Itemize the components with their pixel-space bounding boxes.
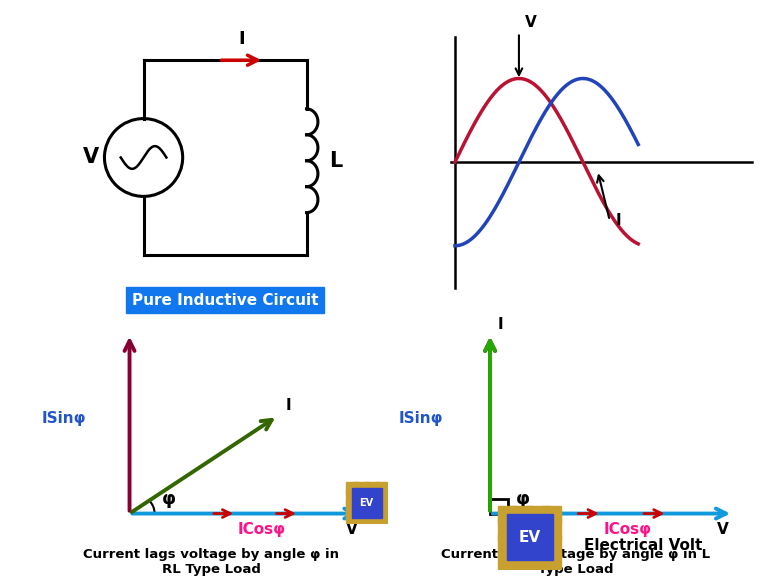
Text: ISinφ: ISinφ (41, 411, 86, 426)
FancyBboxPatch shape (507, 514, 553, 560)
Text: I: I (616, 213, 622, 228)
Text: Current lags voltage by angle φ in
RL Type Load: Current lags voltage by angle φ in RL Ty… (83, 548, 339, 576)
Text: V: V (83, 148, 99, 167)
Text: V: V (525, 14, 537, 30)
Text: Current lags voltage by angle φ in L
Type Load: Current lags voltage by angle φ in L Typ… (441, 548, 710, 576)
Text: φ: φ (162, 490, 176, 508)
Text: Electrical Volt: Electrical Volt (584, 538, 702, 553)
Bar (490, 499, 508, 514)
Text: I: I (238, 30, 244, 48)
Text: ICosφ: ICosφ (237, 522, 285, 537)
Text: I: I (498, 317, 504, 332)
Text: EV: EV (518, 530, 541, 545)
FancyBboxPatch shape (352, 488, 382, 518)
Text: V: V (346, 522, 358, 537)
Text: V: V (716, 522, 729, 537)
Text: L: L (329, 151, 342, 171)
Text: ICosφ: ICosφ (604, 522, 652, 537)
Text: Pure Inductive Circuit: Pure Inductive Circuit (132, 292, 318, 307)
Text: EV: EV (359, 498, 374, 508)
Text: φ: φ (516, 490, 530, 508)
FancyBboxPatch shape (498, 505, 561, 569)
FancyBboxPatch shape (346, 482, 387, 523)
Text: I: I (286, 398, 291, 413)
Text: ISinφ: ISinφ (399, 411, 443, 426)
